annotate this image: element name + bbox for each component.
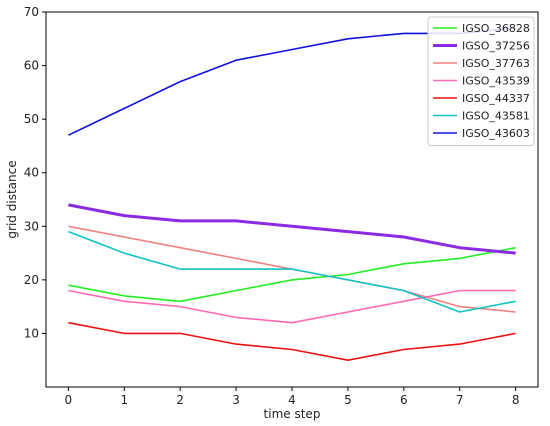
x-axis: 0 1 2 3 4 5 6 7 8 (65, 387, 520, 407)
legend-label: IGSO_37256 (462, 40, 530, 53)
legend-box (427, 16, 535, 146)
series-line-igso-44337 (68, 321, 516, 362)
y-axis: 10 20 30 40 50 60 70 (24, 5, 46, 340)
legend-label: IGSO_36828 (462, 22, 530, 35)
y-tick-label: 70 (24, 5, 39, 19)
x-tick-label: 7 (456, 393, 464, 407)
x-tick-label: 2 (176, 393, 184, 407)
y-tick-label: 10 (24, 326, 39, 340)
x-tick-label: 8 (512, 393, 520, 407)
legend: IGSO_36828 IGSO_37256 IGSO_37763 IGSO_43539… (427, 16, 535, 146)
y-tick-label: 50 (24, 112, 39, 126)
x-tick-label: 6 (400, 393, 408, 407)
x-tick-label: 5 (344, 393, 352, 407)
legend-label: IGSO_43581 (462, 110, 530, 123)
series-line-igso-43581 (68, 230, 516, 313)
y-axis-label: grid distance (5, 160, 19, 238)
legend-label: IGSO_43539 (462, 75, 530, 88)
legend-label: IGSO_43603 (462, 127, 530, 140)
x-tick-label: 4 (288, 393, 296, 407)
y-tick-label: 60 (24, 59, 39, 73)
legend-label: IGSO_44337 (462, 92, 530, 105)
series-line-igso-36828 (68, 246, 516, 303)
y-tick-label: 40 (24, 166, 39, 180)
x-tick-label: 1 (120, 393, 128, 407)
x-tick-label: 0 (65, 393, 73, 407)
plot-lines (68, 27, 516, 362)
series-line-igso-43539 (68, 289, 516, 324)
y-tick-label: 30 (24, 219, 39, 233)
series-line-igso-37256 (68, 203, 516, 255)
legend-label: IGSO_37763 (462, 57, 530, 70)
x-axis-label: time step (264, 407, 321, 421)
x-tick-label: 3 (232, 393, 240, 407)
y-tick-label: 20 (24, 273, 39, 287)
